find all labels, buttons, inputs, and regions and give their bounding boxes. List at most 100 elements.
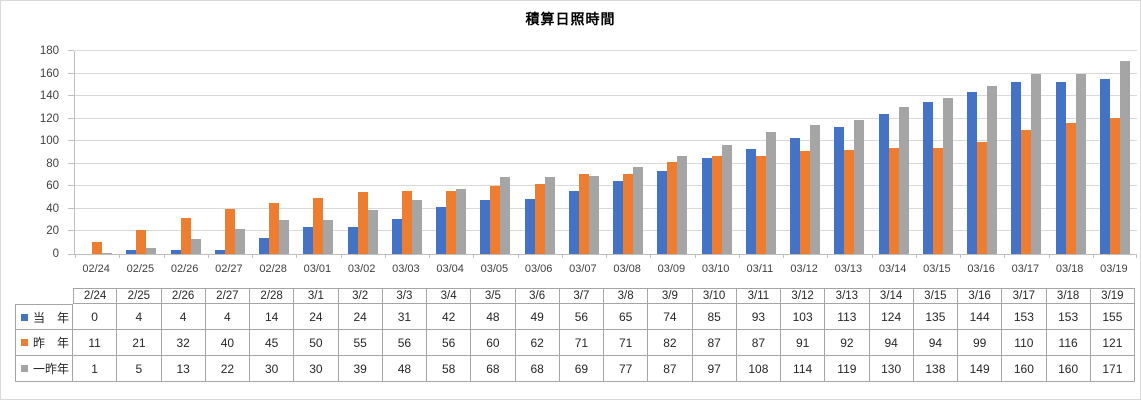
table-value-cell: 71 <box>559 330 604 356</box>
bar-group <box>606 51 650 254</box>
x-axis-label: 03/07 <box>569 263 597 275</box>
bar-昨年 <box>755 155 766 254</box>
bar-昨年 <box>92 241 103 254</box>
table-value-cell: 30 <box>294 356 339 382</box>
x-axis-label: 03/06 <box>524 263 553 275</box>
table-header-cell: 3/15 <box>913 288 958 304</box>
x-axis-label: 03/15 <box>923 263 951 275</box>
table-header-cell: 3/14 <box>869 288 914 304</box>
bar-group <box>208 51 252 254</box>
bar-当年 <box>878 114 889 254</box>
x-axis-tick <box>340 254 342 258</box>
bar-当年 <box>657 170 668 254</box>
table-header-cell: 2/25 <box>117 288 162 304</box>
bar-昨年 <box>1021 129 1032 254</box>
table-header-cell: 3/13 <box>825 288 870 304</box>
bar-一昨年 <box>544 177 555 254</box>
y-axis-tick <box>68 207 74 209</box>
gridline <box>75 162 1137 164</box>
table-value-cell: 97 <box>692 356 737 382</box>
table-value-cell: 22 <box>205 356 250 382</box>
x-axis-label: 02/25 <box>126 263 155 275</box>
y-axis-label: 180 <box>39 45 59 57</box>
x-axis-tick <box>1136 254 1137 258</box>
y-axis-tick <box>68 117 74 119</box>
x-axis-label: 03/13 <box>834 263 863 275</box>
bar-当年 <box>259 238 270 254</box>
table-value-cell: 4 <box>161 304 206 330</box>
x-axis-tick <box>1004 254 1006 258</box>
table-value-cell: 32 <box>161 330 206 356</box>
table-header-cell: 3/3 <box>382 288 427 304</box>
x-axis-tick <box>650 254 652 258</box>
x-axis-tick <box>296 254 298 258</box>
table-value-cell: 82 <box>648 330 693 356</box>
y-axis-label: 40 <box>46 202 59 215</box>
bar-一昨年 <box>234 229 245 254</box>
table-header-cell: 3/6 <box>515 288 560 304</box>
table-header-cell: 3/8 <box>604 288 649 304</box>
table-value-cell: 49 <box>515 304 560 330</box>
table-value-cell: 69 <box>559 356 604 382</box>
bar-昨年 <box>490 186 501 254</box>
x-axis-label: 03/11 <box>746 263 774 275</box>
bar-group <box>341 51 385 254</box>
bar-昨年 <box>977 142 988 254</box>
bar-昨年 <box>180 217 191 254</box>
x-axis-label: 03/01 <box>303 263 332 275</box>
table-value-cell: 94 <box>913 330 958 356</box>
x-axis-label: 03/08 <box>613 263 641 275</box>
bar-group <box>252 51 296 254</box>
x-axis-label: 02/24 <box>82 263 110 275</box>
x-axis-tick <box>75 254 76 258</box>
bar-group <box>1093 51 1137 254</box>
table-header-cell: 3/9 <box>648 288 693 304</box>
table-value-cell: 60 <box>471 330 516 356</box>
bar-一昨年 <box>367 210 378 254</box>
y-axis-label: 100 <box>39 135 59 148</box>
table-header-cell: 3/19 <box>1090 288 1135 304</box>
bar-当年 <box>480 199 491 254</box>
series-label: 一昨年 <box>33 362 70 376</box>
x-axis-tick <box>738 254 740 258</box>
x-axis-label: 02/27 <box>215 263 243 275</box>
y-axis-tick <box>68 95 74 97</box>
table-value-cell: 5 <box>117 356 162 382</box>
y-axis-label: 120 <box>39 112 59 125</box>
bar-group <box>739 51 783 254</box>
bar-当年 <box>391 219 402 254</box>
table-value-cell: 99 <box>958 330 1003 356</box>
table-value-cell: 160 <box>1002 356 1047 382</box>
x-axis-label: 03/04 <box>436 263 464 275</box>
gridline <box>75 50 1137 51</box>
plot-area <box>68 50 1137 258</box>
bar-当年 <box>303 226 314 254</box>
x-axis-tick <box>783 254 784 258</box>
table-value-cell: 71 <box>604 330 649 356</box>
x-axis-tick <box>473 254 475 258</box>
bar-group <box>518 51 562 254</box>
bar-昨年 <box>844 150 855 254</box>
bar-一昨年 <box>411 199 422 254</box>
table-header-cell: 2/26 <box>161 288 206 304</box>
bar-昨年 <box>136 230 147 254</box>
table-value-cell: 77 <box>604 356 649 382</box>
gridline <box>75 207 1137 209</box>
table-value-cell: 1 <box>73 356 118 382</box>
bar-昨年 <box>357 192 368 254</box>
x-axis-label: 02/28 <box>259 263 287 275</box>
bar-group <box>562 51 606 254</box>
table-header-cell: 3/2 <box>338 288 383 304</box>
x-axis-label: 03/14 <box>878 263 907 275</box>
bar-一昨年 <box>721 144 732 254</box>
table-value-cell: 30 <box>250 356 295 382</box>
table-value-cell: 50 <box>294 330 339 356</box>
legend-key-square <box>21 339 28 346</box>
bar-当年 <box>170 249 181 254</box>
x-axis-tick <box>694 254 696 258</box>
table-value-cell: 62 <box>515 330 560 356</box>
gridline <box>75 117 1137 119</box>
gridline <box>75 95 1137 97</box>
table-value-cell: 87 <box>692 330 737 356</box>
x-axis-tick <box>429 254 430 258</box>
